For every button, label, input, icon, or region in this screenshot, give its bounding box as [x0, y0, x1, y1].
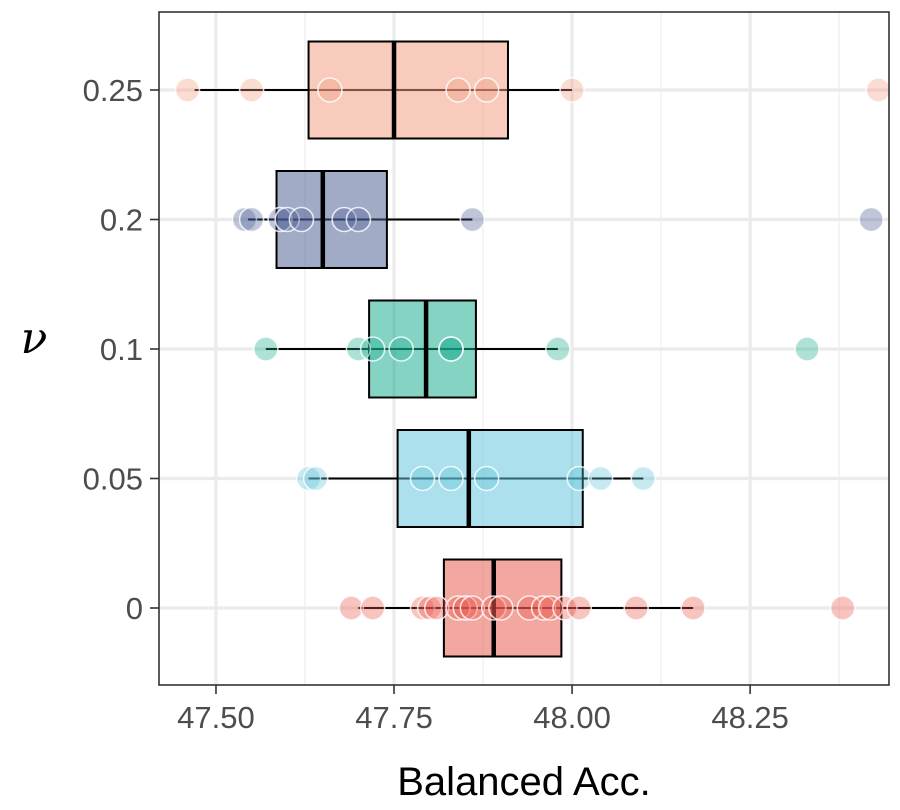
data-point [587, 465, 614, 492]
y-axis-title: ν [21, 313, 48, 364]
data-point [794, 336, 820, 362]
data-point [416, 595, 443, 621]
data-point [302, 465, 329, 492]
x-axis-title: Balanced Acc. [397, 760, 651, 804]
box [396, 429, 584, 528]
data-point [317, 77, 343, 103]
data-point [623, 595, 649, 621]
data-point [829, 595, 856, 621]
data-point [480, 595, 507, 621]
data-point [345, 336, 372, 362]
x-axis: 47.50 47.75 48.00 48.25 [177, 685, 789, 735]
y-tick-label: 0.2 [100, 203, 143, 238]
data-point [331, 206, 357, 233]
data-point [566, 595, 592, 621]
y-tick-label: 0.1 [100, 332, 143, 367]
data-point [359, 595, 386, 621]
data-point [530, 595, 557, 621]
data-point [438, 336, 464, 362]
x-tick-label: 48.00 [533, 700, 611, 735]
data-point [253, 336, 279, 362]
data-point [865, 77, 892, 103]
data-point [338, 595, 365, 621]
data-point [409, 595, 436, 621]
data-point [552, 595, 578, 621]
data-point [238, 206, 265, 233]
x-tick-label: 47.50 [177, 700, 255, 735]
data-point [267, 206, 293, 233]
data-point [231, 206, 258, 233]
data-point [409, 465, 436, 492]
data-point [858, 206, 884, 233]
data-point [452, 595, 479, 621]
data-point [559, 77, 585, 103]
y-tick-label: 0.05 [83, 462, 143, 497]
y-axis: 0 0.05 0.1 0.2 0.25 [83, 73, 159, 626]
data-point [537, 595, 564, 621]
data-points [174, 77, 892, 621]
data-point [459, 595, 486, 621]
data-point [388, 336, 414, 362]
data-point [438, 465, 464, 492]
data-point [566, 465, 592, 492]
data-point [516, 595, 543, 621]
data-point [288, 206, 315, 233]
data-point [345, 206, 372, 233]
x-tick-label: 48.25 [711, 700, 789, 735]
x-tick-label: 47.75 [355, 700, 433, 735]
data-point [488, 595, 514, 621]
data-point [473, 465, 500, 492]
data-point [238, 77, 265, 103]
y-tick-label: 0.25 [83, 73, 143, 108]
data-point [630, 465, 657, 492]
y-tick-label: 0 [126, 591, 143, 626]
data-point [459, 206, 486, 233]
data-point [174, 77, 201, 103]
data-point [359, 336, 386, 362]
box [368, 299, 477, 399]
data-point [445, 77, 471, 103]
data-point [295, 465, 322, 492]
data-point [423, 595, 450, 621]
data-point [545, 336, 571, 362]
medians [320, 41, 496, 657]
data-point [274, 206, 300, 233]
data-point [473, 77, 500, 103]
data-point [445, 595, 471, 621]
data-point [680, 595, 706, 621]
